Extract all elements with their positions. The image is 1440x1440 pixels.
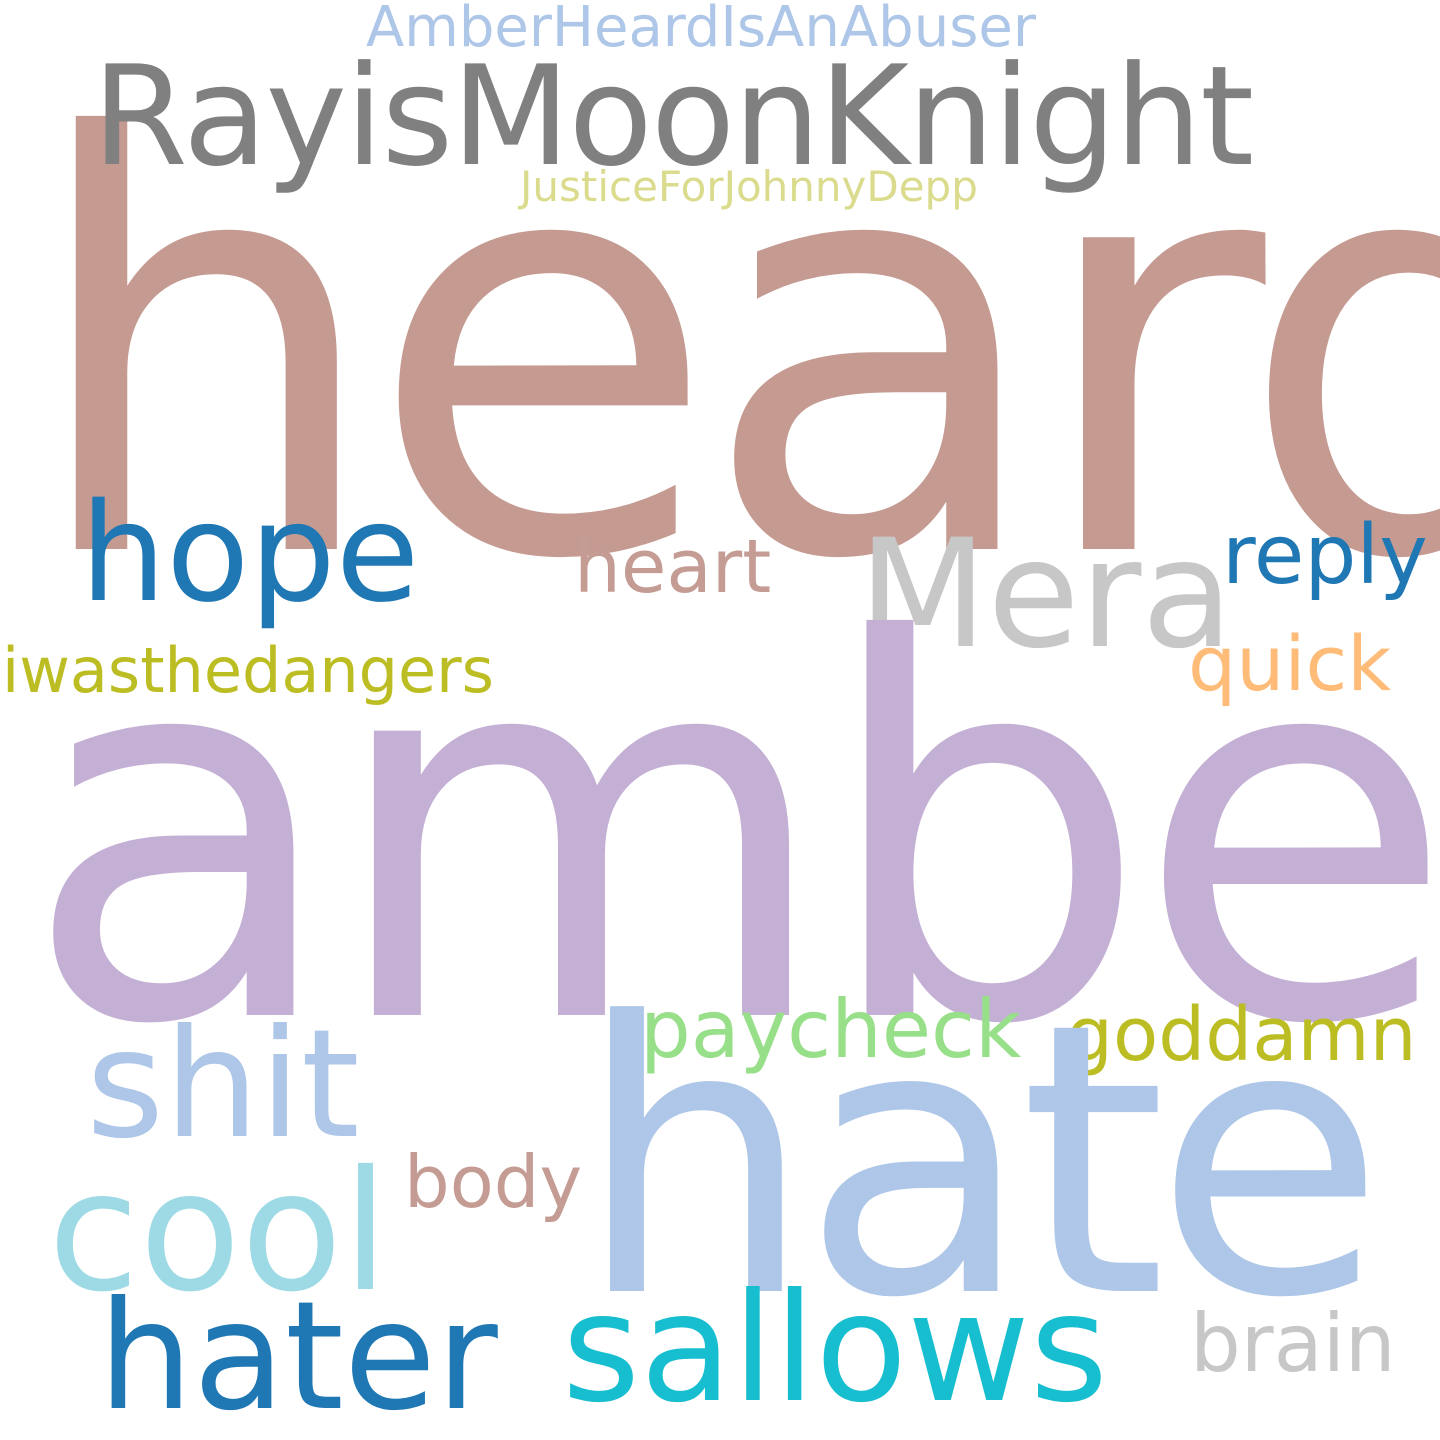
word-hope: hope [80, 475, 420, 633]
word-hater: hater [98, 1270, 498, 1440]
word-iwasthedangers: iwasthedangers [2, 634, 494, 707]
word-sallows: sallows [562, 1262, 1109, 1436]
word-quick: quick [1188, 619, 1392, 708]
word-reply: reply [1222, 508, 1428, 603]
word-heart: heart [574, 524, 772, 610]
word-paycheck: paycheck [640, 983, 1022, 1076]
word-mera: Mera [858, 508, 1234, 682]
word-body: body [404, 1140, 583, 1224]
word-rayismoonknight: RayisMoonKnight [92, 36, 1254, 197]
word-goddamn: goddamn [1066, 992, 1417, 1078]
word-hate: hate [576, 944, 1385, 1380]
word-amber: amber [22, 532, 1440, 1138]
word-amberheardisanabuser: AmberHeardIsAnAbuser [366, 0, 1036, 60]
word-brain: brain [1190, 1297, 1396, 1390]
word-shit: shit [86, 998, 360, 1172]
word-cool: cool [48, 1136, 389, 1329]
word-justiceforjohnnydepp: JusticeForJohnnyDepp [520, 162, 978, 211]
word-heard: heard [24, 21, 1440, 684]
